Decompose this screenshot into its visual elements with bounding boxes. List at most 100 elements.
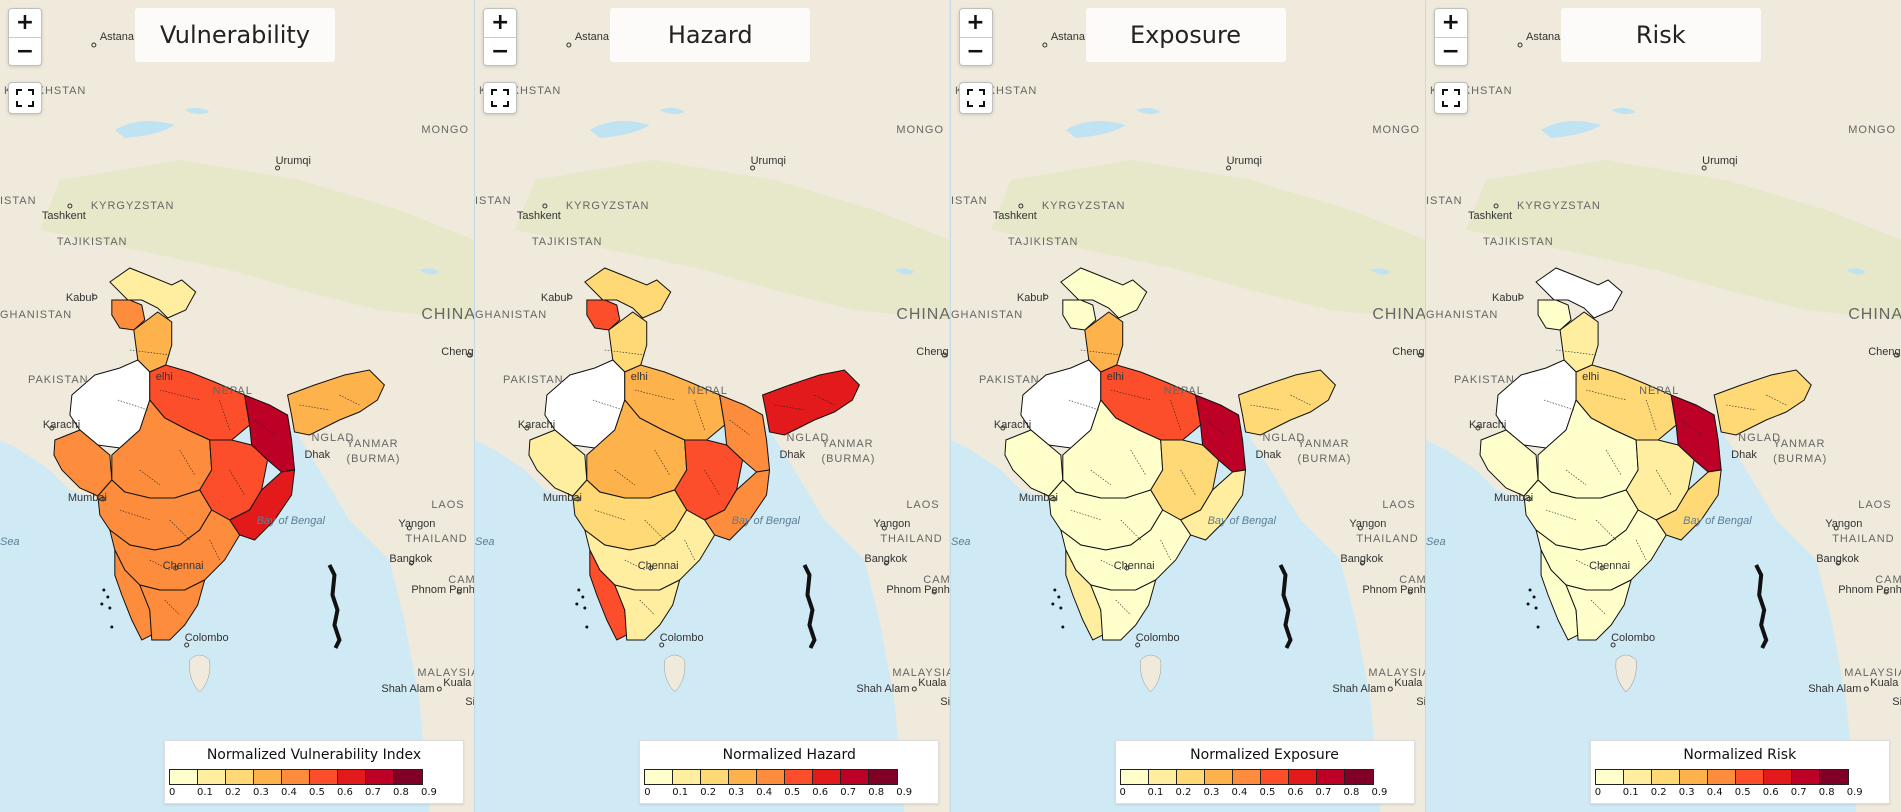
fullscreen-button[interactable]	[8, 82, 42, 114]
legend-swatch	[170, 770, 198, 784]
label-shah-alam: Shah Alam	[381, 683, 434, 695]
region-kerala[interactable]	[1540, 549, 1579, 641]
region-tamil[interactable]	[614, 579, 681, 641]
zoom-in-button[interactable]: +	[9, 9, 41, 37]
india-choropleth[interactable]	[1479, 267, 1812, 641]
legend-swatch	[757, 770, 786, 784]
india-choropleth[interactable]	[528, 267, 861, 641]
lake	[1065, 121, 1126, 138]
legend-tick: 0.6	[812, 787, 829, 798]
region-northeast[interactable]	[1237, 369, 1336, 436]
label-si: Si	[941, 696, 950, 708]
map-canvas[interactable]: Astana KAZAKHSTAN MONGO Urumqi ISTAN KYR…	[475, 0, 950, 812]
label-tajikistan: TAJIKISTAN	[1483, 236, 1554, 248]
india-choropleth[interactable]	[1003, 267, 1336, 641]
region-north[interactable]	[584, 267, 672, 319]
fullscreen-button[interactable]	[1433, 82, 1468, 114]
label-chengdu: Cheng	[1392, 346, 1424, 358]
label-china: CHINA	[1848, 306, 1901, 323]
region-kashmir[interactable]	[1061, 299, 1096, 331]
legend-swatch	[226, 770, 254, 784]
legend: Normalized Exposure 0 0.1 0.2 0.3 0.4 0.5 0.6 0…	[1114, 740, 1415, 804]
legend-tick: 0.7	[840, 787, 857, 798]
region-tamil[interactable]	[1089, 579, 1156, 641]
zoom-out-button[interactable]: −	[9, 37, 41, 65]
region-kerala[interactable]	[114, 549, 153, 641]
lake	[114, 121, 175, 138]
legend-swatch	[813, 770, 842, 784]
region-kerala[interactable]	[589, 549, 628, 641]
legend-color-bar	[169, 769, 423, 785]
legend: Normalized Hazard 0 0.1 0.2 0.3 0.4 0.5 0.6 0.7…	[639, 740, 940, 804]
map-canvas[interactable]: Astana KAZAKHSTAN MONGO Urumqi ISTAN KYR…	[950, 0, 1425, 812]
legend-tick: 0.2	[1175, 787, 1192, 798]
label-phnom-penh: Phnom Penh	[1838, 584, 1901, 596]
region-north[interactable]	[109, 267, 197, 319]
region-northeast[interactable]	[286, 369, 385, 436]
region-tamil[interactable]	[1564, 579, 1632, 641]
label-istan: ISTAN	[951, 195, 988, 207]
label-burma: (BURMA)	[1297, 453, 1351, 465]
label-china: CHINA	[1372, 306, 1425, 323]
map-panel-vulnerability[interactable]: Astana KAZAKHSTAN MONGO Urumqi ISTAN KYR…	[0, 0, 476, 812]
legend-tick: 0.5	[309, 787, 325, 798]
legend-tick: 0.8	[868, 787, 885, 798]
zoom-in-button[interactable]: +	[484, 9, 517, 37]
zoom-out-button[interactable]: −	[959, 37, 992, 65]
label-yangon: Yangon	[398, 518, 435, 530]
fullscreen-button[interactable]	[958, 82, 993, 114]
region-north[interactable]	[1535, 267, 1623, 319]
zoom-in-button[interactable]: +	[1434, 9, 1467, 37]
label-chennai: Chennai	[638, 560, 679, 572]
mountain-shading	[39, 160, 475, 320]
map-panel-exposure[interactable]: Astana KAZAKHSTAN MONGO Urumqi ISTAN KYR…	[950, 0, 1426, 812]
legend-swatch	[1148, 770, 1177, 784]
legend-swatch	[1288, 770, 1317, 784]
label-astana: Astana	[1526, 31, 1561, 43]
region-kashmir[interactable]	[1537, 299, 1572, 331]
label-bay-of-bengal: Bay of Bengal	[1683, 515, 1752, 527]
region-northeast[interactable]	[762, 369, 861, 436]
label-bangladesh: NGLAD	[1262, 432, 1305, 444]
region-kashmir[interactable]	[111, 299, 146, 331]
map-panel-hazard[interactable]: Astana KAZAKHSTAN MONGO Urumqi ISTAN KYR…	[475, 0, 951, 812]
label-bangkok: Bangkok	[1340, 553, 1383, 565]
region-northeast[interactable]	[1713, 369, 1812, 436]
region-tamil[interactable]	[138, 579, 206, 641]
region-north[interactable]	[1059, 267, 1147, 319]
label-chengdu: Cheng	[1868, 346, 1900, 358]
legend-tick: 0.4	[1231, 787, 1248, 798]
label-chennai: Chennai	[1589, 560, 1630, 572]
label-bangladesh: NGLAD	[312, 432, 355, 444]
legend-swatch	[1791, 770, 1820, 784]
legend-tick: 0.9	[896, 787, 913, 798]
label-malaysia: MALAYSIA	[893, 667, 950, 679]
label-nepal: NEPAL	[213, 385, 253, 397]
label-istan: ISTAN	[0, 195, 37, 207]
legend-swatch	[366, 770, 394, 784]
region-kerala[interactable]	[1064, 549, 1103, 641]
label-dhaka: Dhak	[1255, 449, 1281, 461]
region-kashmir[interactable]	[586, 299, 621, 331]
map-panel-risk[interactable]: Astana KAZAKHSTAN MONGO Urumqi ISTAN KYR…	[1425, 0, 1901, 812]
zoom-out-button[interactable]: −	[484, 37, 517, 65]
map-canvas[interactable]: Astana KAZAKHSTAN MONGO Urumqi ISTAN KYR…	[1425, 0, 1901, 812]
map-canvas[interactable]: Astana KAZAKHSTAN MONGO Urumqi ISTAN KYR…	[0, 0, 475, 812]
india-choropleth[interactable]	[53, 267, 385, 641]
label-thailand: THAILAND	[1832, 533, 1894, 545]
lakshadweep	[575, 588, 589, 629]
zoom-out-button[interactable]: −	[1434, 37, 1467, 65]
legend-swatch	[1316, 770, 1345, 784]
zoom-in-button[interactable]: +	[959, 9, 992, 37]
legend-swatch	[198, 770, 226, 784]
label-bay-of-bengal: Bay of Bengal	[1207, 515, 1276, 527]
legend-swatch	[1120, 770, 1149, 784]
legend-swatch	[254, 770, 282, 784]
lake	[590, 121, 650, 138]
label-karachi: Karachi	[518, 419, 555, 431]
legend-swatch	[1595, 770, 1624, 784]
legend-tick: 0	[1594, 787, 1602, 798]
label-bangladesh: NGLAD	[1738, 432, 1781, 444]
legend-title: Normalized Vulnerability Index	[206, 747, 422, 763]
fullscreen-button[interactable]	[483, 82, 518, 114]
